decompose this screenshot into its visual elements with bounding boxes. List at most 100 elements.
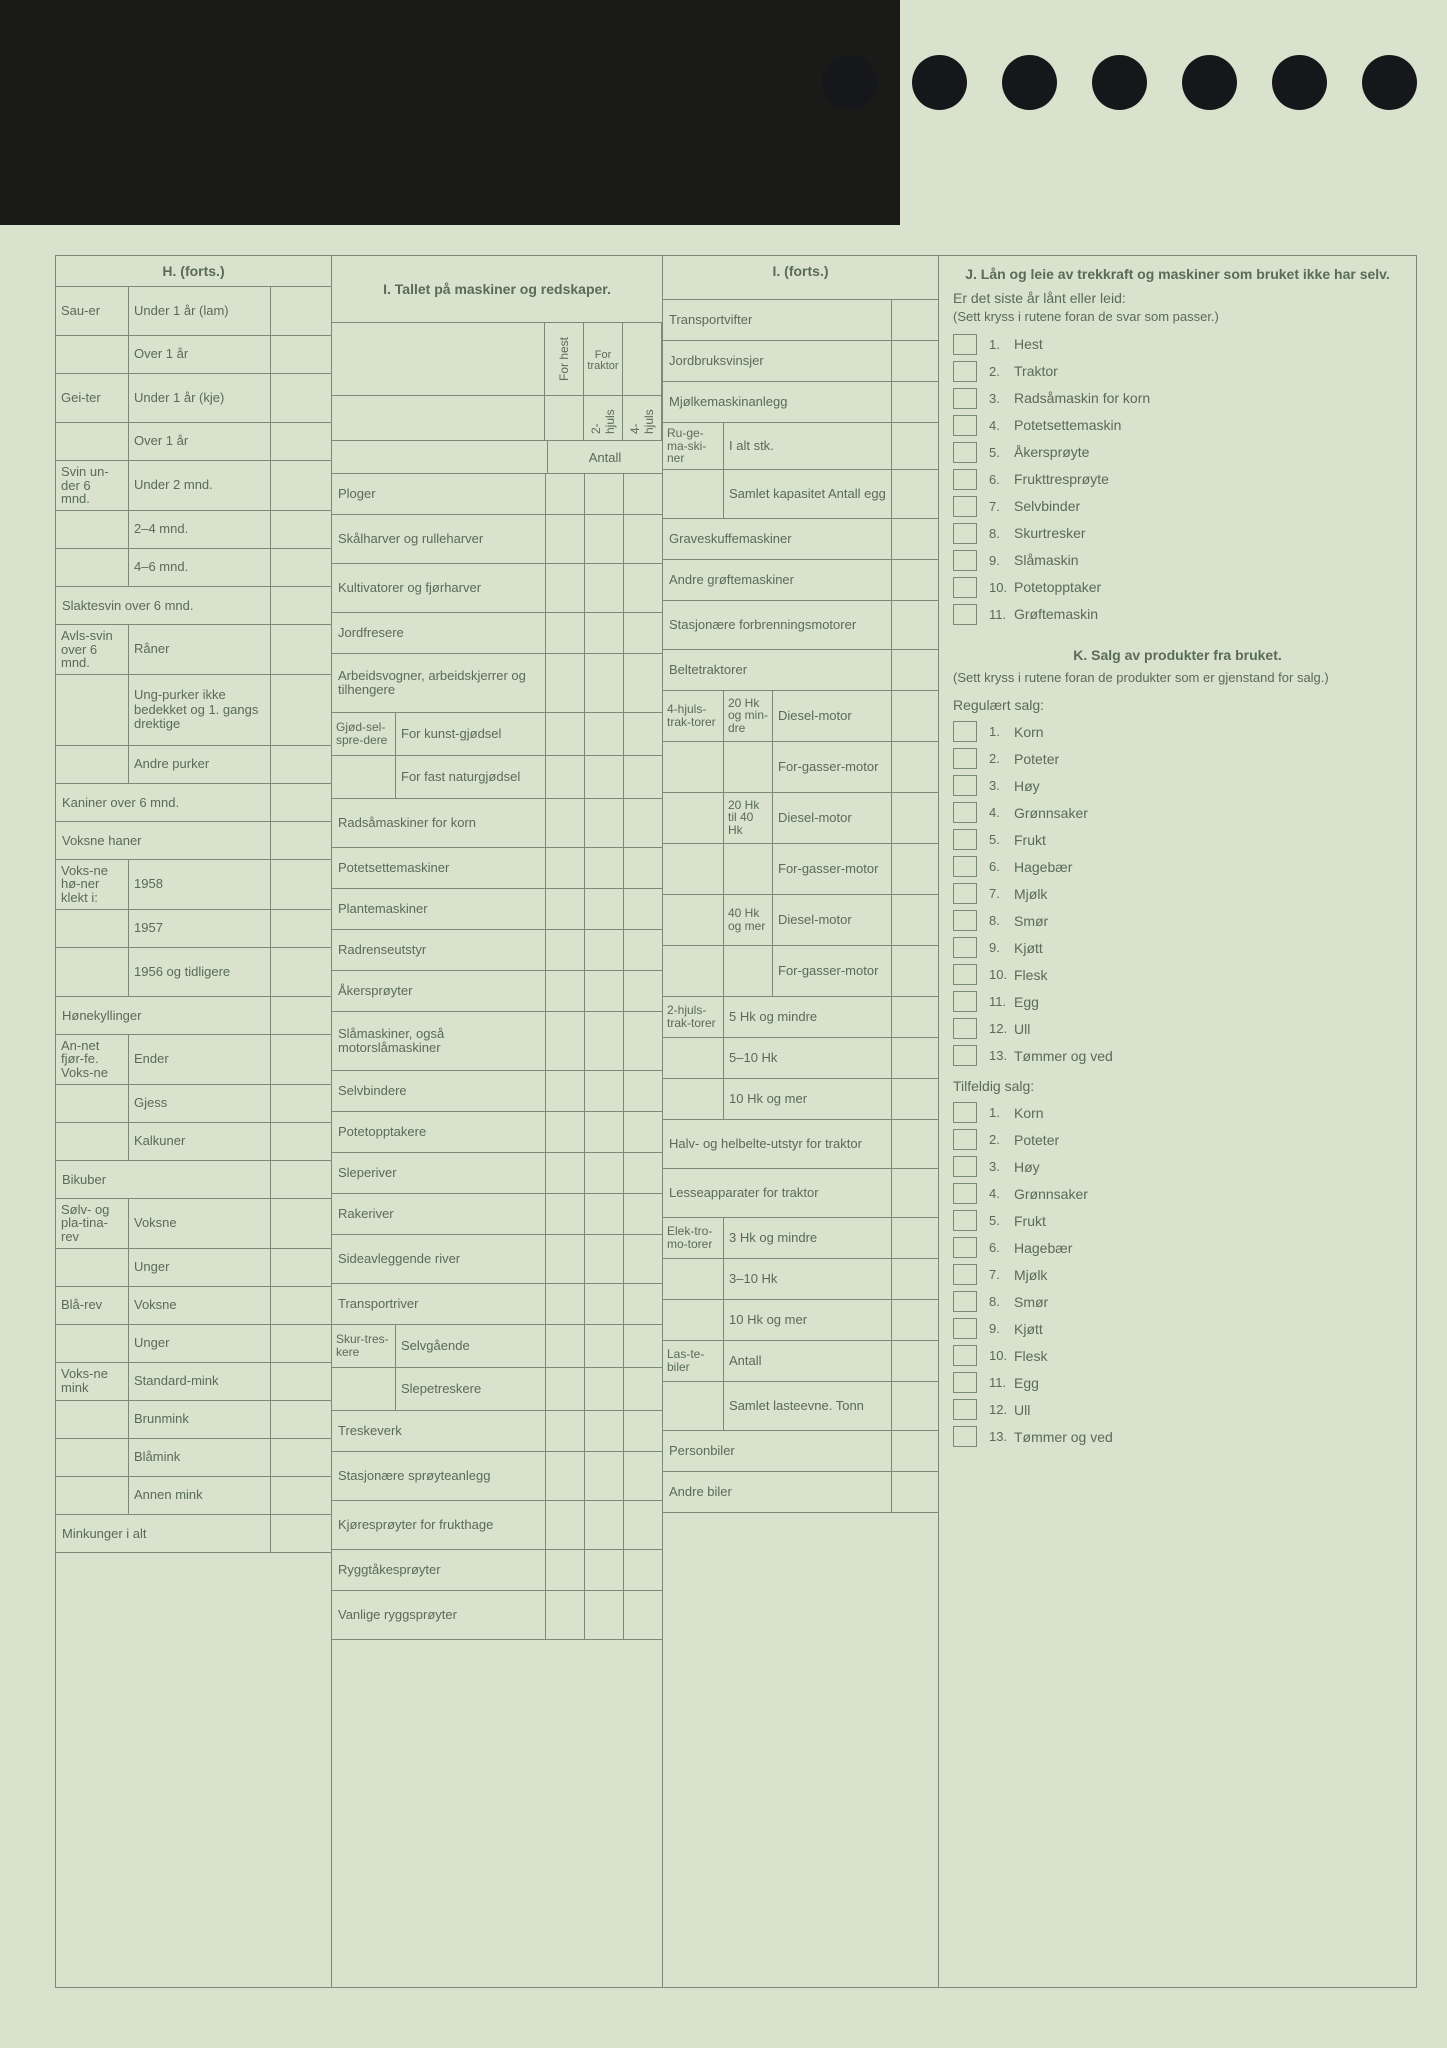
value-cell[interactable]	[585, 713, 624, 755]
value-cell[interactable]	[624, 1550, 662, 1590]
value-cell[interactable]	[546, 1591, 585, 1639]
value-cell[interactable]	[546, 1368, 585, 1410]
value-cell[interactable]	[624, 1411, 662, 1451]
value-cell[interactable]	[585, 1591, 624, 1639]
value-cell[interactable]	[892, 793, 938, 843]
checkbox[interactable]	[953, 1345, 977, 1366]
value-cell[interactable]	[892, 1382, 938, 1430]
value-cell[interactable]	[624, 756, 662, 798]
checkbox[interactable]	[953, 1183, 977, 1204]
value-cell[interactable]	[624, 515, 662, 563]
value-cell[interactable]	[585, 1012, 624, 1070]
value-cell[interactable]	[271, 374, 331, 422]
value-cell[interactable]	[271, 287, 331, 335]
value-cell[interactable]	[624, 848, 662, 888]
value-cell[interactable]	[624, 971, 662, 1011]
value-cell[interactable]	[271, 746, 331, 783]
value-cell[interactable]	[624, 613, 662, 653]
value-cell[interactable]	[892, 601, 938, 649]
value-cell[interactable]	[585, 1112, 624, 1152]
value-cell[interactable]	[624, 1112, 662, 1152]
value-cell[interactable]	[892, 382, 938, 422]
value-cell[interactable]	[624, 1284, 662, 1324]
value-cell[interactable]	[585, 1325, 624, 1367]
value-cell[interactable]	[271, 1161, 331, 1198]
value-cell[interactable]	[585, 1501, 624, 1549]
value-cell[interactable]	[892, 1259, 938, 1299]
value-cell[interactable]	[546, 971, 585, 1011]
value-cell[interactable]	[271, 1199, 331, 1248]
value-cell[interactable]	[624, 1012, 662, 1070]
value-cell[interactable]	[271, 1401, 331, 1438]
value-cell[interactable]	[585, 1452, 624, 1500]
value-cell[interactable]	[271, 1085, 331, 1122]
value-cell[interactable]	[624, 930, 662, 970]
value-cell[interactable]	[271, 1477, 331, 1514]
checkbox[interactable]	[953, 1399, 977, 1420]
checkbox[interactable]	[953, 991, 977, 1012]
value-cell[interactable]	[271, 910, 331, 947]
value-cell[interactable]	[624, 1194, 662, 1234]
value-cell[interactable]	[624, 1325, 662, 1367]
value-cell[interactable]	[546, 713, 585, 755]
value-cell[interactable]	[624, 1591, 662, 1639]
value-cell[interactable]	[271, 1439, 331, 1476]
value-cell[interactable]	[892, 1079, 938, 1119]
value-cell[interactable]	[546, 1411, 585, 1451]
value-cell[interactable]	[585, 930, 624, 970]
value-cell[interactable]	[892, 650, 938, 690]
value-cell[interactable]	[624, 564, 662, 612]
value-cell[interactable]	[546, 799, 585, 847]
value-cell[interactable]	[271, 1515, 331, 1552]
value-cell[interactable]	[892, 300, 938, 340]
value-cell[interactable]	[585, 848, 624, 888]
value-cell[interactable]	[271, 625, 331, 674]
value-cell[interactable]	[624, 1501, 662, 1549]
value-cell[interactable]	[585, 1368, 624, 1410]
checkbox[interactable]	[953, 910, 977, 931]
checkbox[interactable]	[953, 496, 977, 517]
value-cell[interactable]	[892, 844, 938, 894]
value-cell[interactable]	[271, 1325, 331, 1362]
value-cell[interactable]	[546, 889, 585, 929]
checkbox[interactable]	[953, 577, 977, 598]
checkbox[interactable]	[953, 1018, 977, 1039]
checkbox[interactable]	[953, 748, 977, 769]
value-cell[interactable]	[271, 1287, 331, 1324]
value-cell[interactable]	[624, 1071, 662, 1111]
value-cell[interactable]	[585, 1411, 624, 1451]
value-cell[interactable]	[892, 1431, 938, 1471]
checkbox[interactable]	[953, 334, 977, 355]
value-cell[interactable]	[624, 474, 662, 514]
value-cell[interactable]	[271, 1363, 331, 1400]
checkbox[interactable]	[953, 1426, 977, 1447]
value-cell[interactable]	[624, 1452, 662, 1500]
checkbox[interactable]	[953, 1045, 977, 1066]
value-cell[interactable]	[585, 654, 624, 712]
checkbox[interactable]	[953, 1372, 977, 1393]
value-cell[interactable]	[892, 895, 938, 945]
checkbox[interactable]	[953, 415, 977, 436]
value-cell[interactable]	[585, 799, 624, 847]
value-cell[interactable]	[546, 654, 585, 712]
value-cell[interactable]	[546, 1012, 585, 1070]
checkbox[interactable]	[953, 550, 977, 571]
value-cell[interactable]	[624, 654, 662, 712]
checkbox[interactable]	[953, 856, 977, 877]
checkbox[interactable]	[953, 388, 977, 409]
checkbox[interactable]	[953, 523, 977, 544]
value-cell[interactable]	[892, 470, 938, 518]
checkbox[interactable]	[953, 604, 977, 625]
checkbox[interactable]	[953, 802, 977, 823]
value-cell[interactable]	[271, 822, 331, 859]
value-cell[interactable]	[546, 515, 585, 563]
checkbox[interactable]	[953, 1264, 977, 1285]
checkbox[interactable]	[953, 721, 977, 742]
value-cell[interactable]	[892, 519, 938, 559]
value-cell[interactable]	[585, 564, 624, 612]
value-cell[interactable]	[271, 860, 331, 909]
value-cell[interactable]	[271, 1035, 331, 1084]
value-cell[interactable]	[546, 1501, 585, 1549]
value-cell[interactable]	[271, 675, 331, 745]
value-cell[interactable]	[546, 848, 585, 888]
